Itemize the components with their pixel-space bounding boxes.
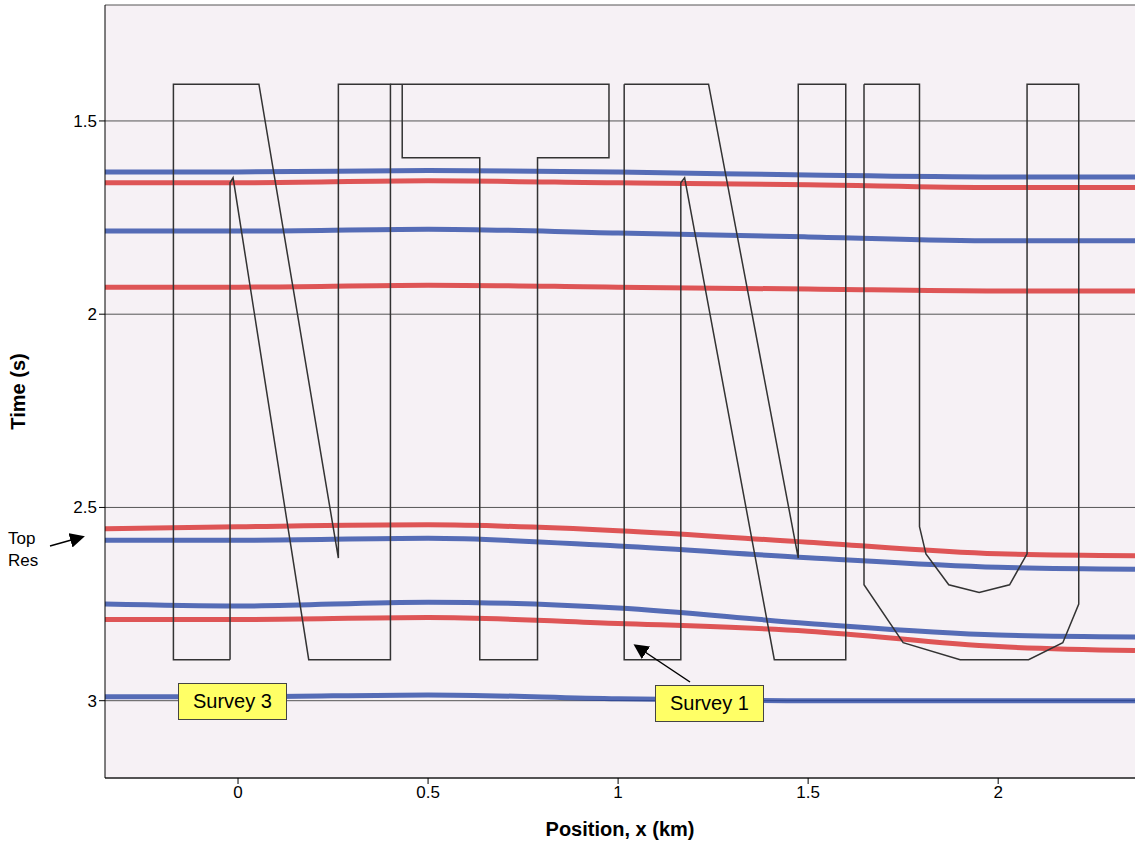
svg-text:3: 3 <box>88 692 97 711</box>
svg-text:2: 2 <box>88 305 97 324</box>
svg-text:1.5: 1.5 <box>796 783 820 802</box>
svg-text:2: 2 <box>993 783 1002 802</box>
svg-text:1: 1 <box>613 783 622 802</box>
svg-text:1.5: 1.5 <box>73 112 97 131</box>
html-text:Survey 3: Survey 3 <box>193 690 272 712</box>
svg-text:Time (s): Time (s) <box>7 353 29 429</box>
svg-text:0: 0 <box>233 783 242 802</box>
html-text:Survey 1: Survey 1 <box>670 692 749 714</box>
html-text:Top Res: Top Res <box>8 529 39 570</box>
svg-text:0.5: 0.5 <box>416 783 440 802</box>
svg-text:2.5: 2.5 <box>73 498 97 517</box>
svg-text:Position, x (km): Position, x (km) <box>546 818 695 840</box>
